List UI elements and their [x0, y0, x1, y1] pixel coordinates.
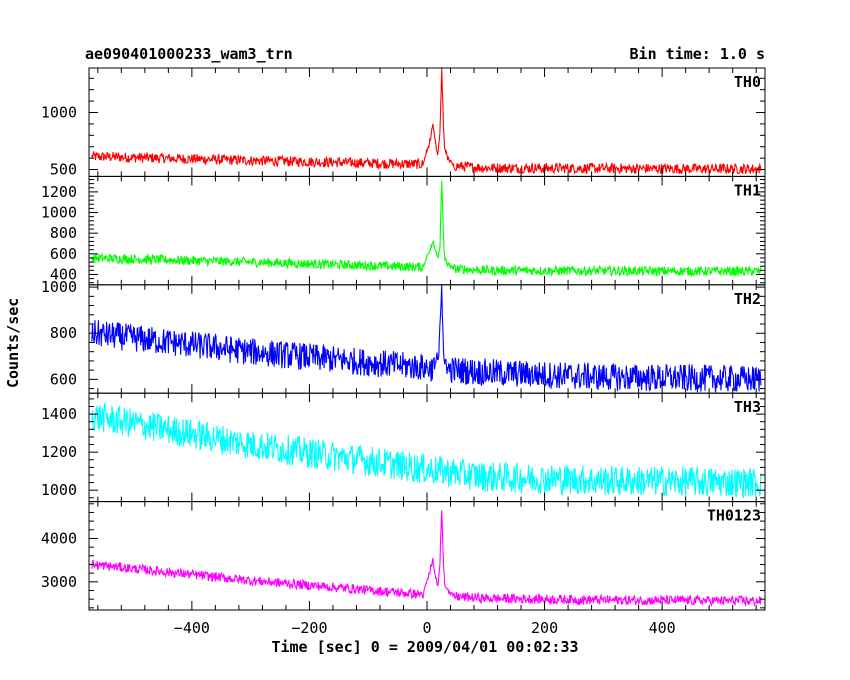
- y-tick-label: 500: [50, 161, 77, 179]
- series-line-TH3: [91, 403, 762, 499]
- panel-label-TH1: TH1: [734, 181, 761, 199]
- x-tick-label: −200: [291, 619, 327, 637]
- panel-frame-TH0123: [88, 501, 766, 611]
- y-axis-label: Counts/sec: [4, 297, 22, 388]
- y-tick-label: 600: [50, 245, 77, 263]
- y-tick-label: 1200: [41, 183, 77, 201]
- y-tick-label: 4000: [41, 529, 77, 547]
- x-tick-label: 400: [649, 619, 676, 637]
- panel-label-TH0123: TH0123: [707, 507, 761, 525]
- x-tick-label: −400: [174, 619, 210, 637]
- series-line-TH2: [91, 284, 762, 393]
- y-tick-label: 1200: [41, 443, 77, 461]
- x-axis-label: Time [sec] 0 = 2009/04/01 00:02:33: [271, 638, 579, 656]
- chart-title: ae090401000233_wam3_trn: [85, 45, 293, 63]
- panel-label-TH3: TH3: [734, 398, 761, 416]
- y-tick-label: 1000: [41, 204, 77, 222]
- series-line-TH1: [91, 180, 762, 278]
- panel-label-TH0: TH0: [734, 73, 761, 91]
- panel-frame-TH1: [88, 175, 766, 286]
- chart-subtitle: Bin time: 1.0 s: [629, 45, 765, 63]
- series-line-TH0: [91, 68, 762, 176]
- x-tick-label: 200: [531, 619, 558, 637]
- y-tick-label: 800: [50, 324, 77, 342]
- y-tick-label: 600: [50, 370, 77, 388]
- panel-label-TH2: TH2: [734, 290, 761, 308]
- y-tick-label: 3000: [41, 573, 77, 591]
- y-tick-label: 1000: [41, 104, 77, 122]
- x-tick-label: 0: [422, 619, 431, 637]
- y-tick-label: 800: [50, 224, 77, 242]
- series-line-TH0123: [91, 510, 762, 607]
- y-tick-label: 1000: [41, 481, 77, 499]
- y-tick-label: 1400: [41, 405, 77, 423]
- y-tick-label: 400: [50, 265, 77, 283]
- y-tick-label: 1000: [41, 278, 77, 296]
